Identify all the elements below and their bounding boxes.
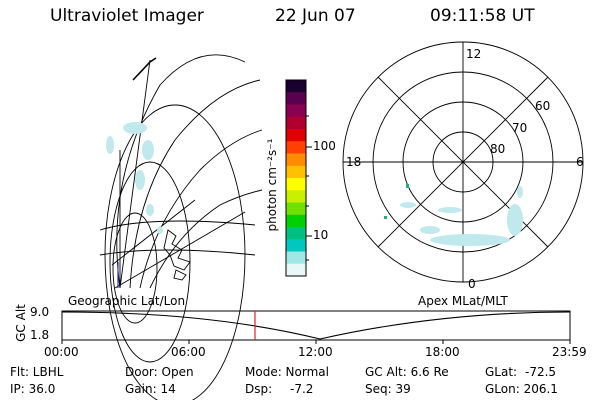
info-filter: Flt: LBHL (10, 365, 64, 379)
timeline-plot (61, 310, 571, 344)
info-gain: Gain: 14 (125, 382, 176, 396)
geographic-caption: Geographic Lat/Lon (68, 294, 186, 308)
info-dsp-value: -7.2 (290, 382, 314, 396)
aurora-emission-left (106, 122, 163, 234)
info-glon: GLon: 206.1 (485, 382, 558, 396)
apex-caption: Apex MLat/MLT (418, 294, 508, 308)
info-gc-alt: GC Alt: 6.6 Re (365, 365, 449, 379)
colorbar-band (286, 141, 306, 154)
timeline-xtick-0600: 06:00 (171, 345, 206, 359)
mlt-label-12: 12 (466, 47, 482, 61)
mlt-label-0: 0 (468, 277, 476, 291)
colorbar-unit-label: photon cm⁻²s⁻¹ (265, 138, 279, 232)
colorbar-band (286, 214, 306, 228)
colorbar-band (286, 165, 306, 179)
colorbar-band (286, 202, 306, 216)
colorbar-band (286, 153, 306, 167)
colorbar-band (286, 116, 306, 130)
timeline-xtick-1200: 12:00 (298, 345, 333, 359)
info-dsp-label: Dsp: (245, 382, 273, 396)
timeline-xtick-1800: 18:00 (425, 345, 460, 359)
time-label: 09:11:58 UT (430, 6, 535, 26)
geographic-map (99, 54, 263, 400)
colorbar-tick-10: 10 (313, 228, 329, 242)
mlat-label-70: 70 (512, 121, 528, 135)
polar-bright-pixels (384, 184, 409, 219)
timeline-xtick-2359: 23:59 (552, 345, 587, 359)
colorbar (286, 80, 306, 277)
colorbar-band (286, 80, 306, 93)
aurora-emission-polar (400, 186, 523, 246)
info-glat-label: GLat: (485, 365, 518, 379)
date-label: 22 Jun 07 (275, 6, 356, 26)
mlt-label-18: 18 (346, 155, 362, 169)
mlt-label-6: 6 (576, 155, 584, 169)
timeline-ytick-low: 1.8 (30, 328, 50, 342)
info-seq: Seq: 39 (365, 382, 411, 396)
instrument-title: Ultraviolet Imager (50, 6, 204, 26)
colorbar-frame (285, 79, 307, 277)
info-door: Door: Open (125, 365, 194, 379)
polar-plot (342, 41, 584, 283)
colorbar-band (286, 104, 306, 118)
mlat-label-60: 60 (535, 99, 551, 113)
colorbar-band (286, 251, 306, 265)
info-mode: Mode: Normal (245, 365, 329, 379)
timeline-xtick-0000: 00:00 (44, 345, 79, 359)
colorbar-band (286, 263, 306, 277)
colorbar-band (286, 239, 306, 252)
colorbar-band (286, 178, 306, 191)
colorbar-band (286, 129, 306, 142)
info-ip: IP: 36.0 (10, 382, 56, 396)
mlat-label-80: 80 (490, 142, 506, 156)
colorbar-band (286, 190, 306, 203)
timeline-ytick-high: 9.0 (30, 305, 50, 319)
timeline-axis-label: GC Alt (14, 304, 28, 342)
colorbar-band (286, 227, 306, 240)
colorbar-band (286, 92, 306, 105)
info-glat-value: -72.5 (525, 365, 557, 379)
colorbar-tick-100: 100 (313, 139, 336, 153)
